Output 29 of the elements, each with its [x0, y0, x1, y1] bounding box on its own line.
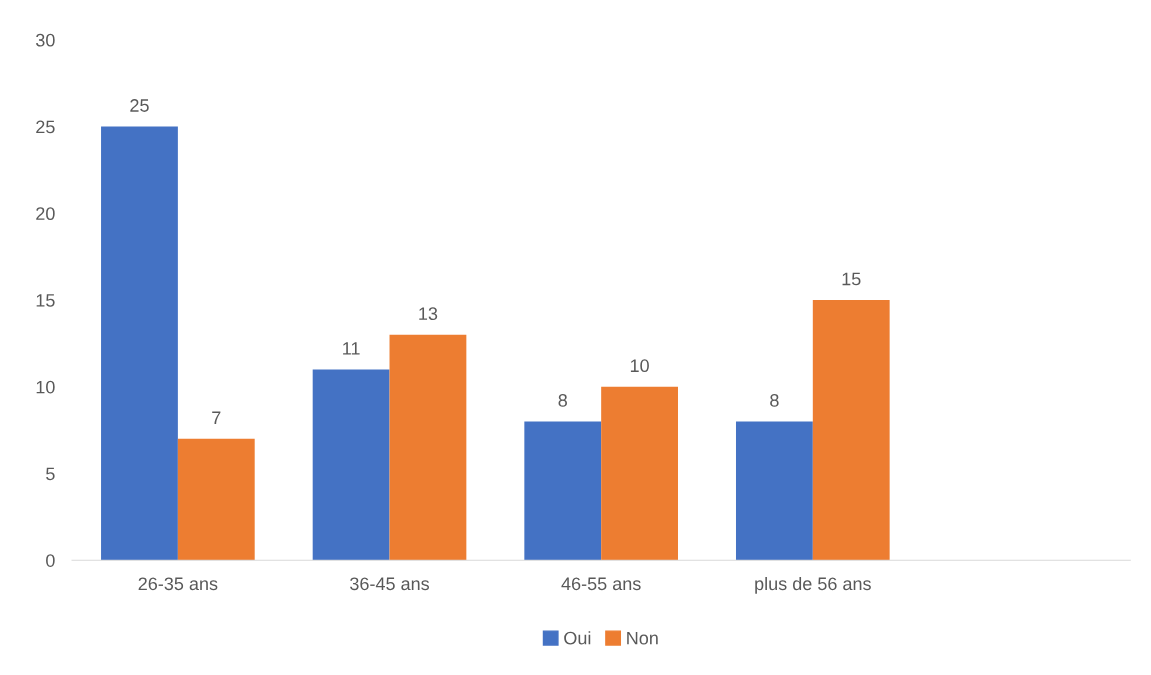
bar [812, 300, 890, 561]
bar [177, 438, 255, 561]
data-label: 15 [842, 272, 861, 286]
bar [101, 126, 178, 561]
bar [389, 334, 467, 561]
data-label: 10 [630, 359, 649, 373]
x-tick-label: 36-45 ans [350, 577, 430, 591]
legend-label: Oui [564, 631, 591, 645]
bar [735, 421, 813, 561]
data-label: 11 [343, 342, 360, 355]
bar [524, 421, 602, 561]
data-label: 13 [419, 307, 438, 321]
y-tick-label: 5 [46, 467, 55, 481]
x-tick-label: 26-35 ans [138, 577, 218, 591]
data-label: 7 [212, 411, 221, 424]
legend-label: Non [627, 631, 658, 645]
y-tick-label: 15 [36, 294, 55, 307]
bar [312, 369, 390, 561]
y-tick-label: 30 [35, 33, 55, 47]
data-label: 25 [130, 99, 149, 112]
bar [601, 386, 678, 561]
y-tick-label: 20 [36, 207, 55, 221]
data-label: 8 [558, 394, 567, 407]
y-tick-label: 10 [36, 380, 55, 394]
x-tick-label: 46-55 ans [561, 577, 641, 591]
x-tick-label: plus de 56 ans [755, 576, 871, 594]
data-label: 8 [770, 394, 779, 407]
y-tick-label: 0 [46, 554, 55, 567]
y-tick-label: 25 [36, 120, 55, 134]
